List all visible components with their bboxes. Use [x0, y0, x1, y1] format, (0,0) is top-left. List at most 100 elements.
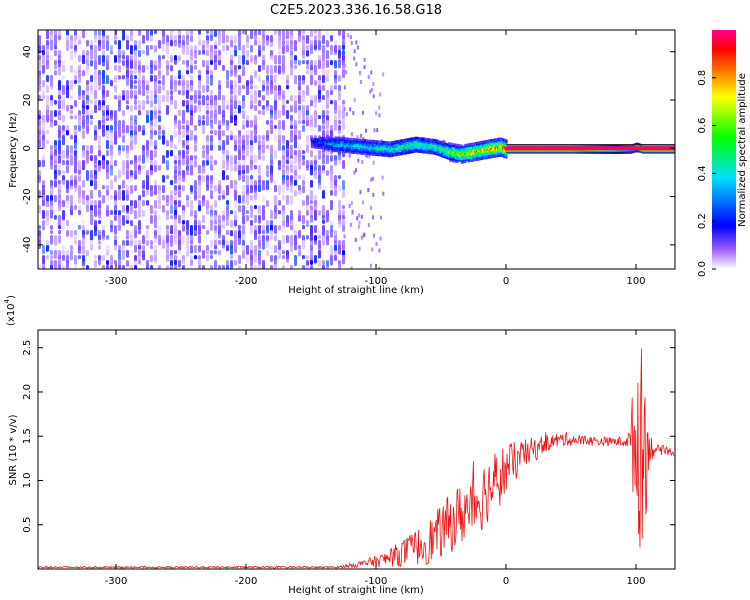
trace-cell: [334, 136, 337, 139]
noise-cell: [102, 265, 105, 269]
noise-cell: [234, 185, 237, 192]
noise-cell: [38, 85, 41, 92]
noise-cell: [182, 155, 185, 166]
noise-cell: [306, 195, 309, 206]
noise-cell: [250, 185, 253, 194]
noise-cell: [362, 110, 364, 115]
noise-cell: [262, 60, 265, 67]
noise-cell: [66, 220, 69, 227]
noise-cell: [218, 195, 221, 201]
noise-cell: [330, 230, 333, 238]
noise-cell: [310, 115, 313, 122]
noise-cell: [110, 80, 113, 87]
trace-cell: [403, 142, 406, 145]
noise-cell: [138, 170, 141, 175]
noise-cell: [54, 235, 57, 246]
noise-cell: [334, 60, 337, 69]
noise-cell: [170, 195, 173, 206]
noise-cell: [146, 30, 149, 41]
noise-cell: [138, 70, 141, 77]
noise-cell: [282, 40, 285, 46]
noise-cell: [226, 260, 229, 266]
noise-cell: [368, 154, 371, 159]
noise-cell: [326, 100, 329, 106]
noise-cell: [314, 255, 317, 264]
trace-cell: [465, 159, 468, 162]
y-tick-label: 20: [22, 94, 33, 107]
noise-cell: [242, 170, 245, 175]
noise-cell: [66, 165, 69, 174]
noise-cell: [266, 80, 269, 85]
trace-cell: [385, 151, 389, 154]
noise-cell: [122, 55, 125, 60]
noise-cell: [338, 175, 341, 180]
noise-cell: [242, 110, 245, 120]
noise-cell: [130, 45, 133, 55]
noise-cell: [54, 195, 57, 203]
trace-cell: [334, 139, 337, 142]
noise-cell: [54, 110, 57, 117]
noise-cell: [242, 250, 245, 259]
noise-cell: [78, 125, 81, 132]
noise-cell: [146, 170, 149, 176]
noise-cell: [94, 70, 97, 76]
noise-cell: [262, 110, 265, 116]
noise-cell: [262, 65, 265, 71]
noise-cell: [118, 245, 121, 252]
trace-cell: [505, 139, 508, 142]
noise-cell: [314, 45, 317, 51]
noise-cell: [174, 60, 177, 66]
noise-cell: [138, 125, 141, 132]
noise-cell: [42, 60, 45, 67]
noise-cell: [254, 265, 257, 269]
y-tick-label: 0: [22, 145, 33, 151]
noise-cell: [302, 90, 305, 96]
noise-cell: [360, 214, 363, 219]
noise-cell: [372, 215, 375, 220]
noise-cell: [290, 265, 293, 269]
noise-cell: [218, 250, 221, 256]
noise-cell: [234, 155, 237, 165]
trace-cell: [451, 151, 454, 154]
noise-cell: [270, 210, 273, 219]
trace-cell: [506, 151, 509, 154]
noise-cell: [146, 115, 149, 124]
noise-cell: [118, 75, 121, 80]
noise-cell: [326, 105, 329, 109]
noise-cell: [370, 70, 373, 75]
noise-cell: [369, 89, 372, 94]
noise-cell: [258, 185, 261, 193]
noise-cell: [342, 225, 345, 233]
noise-cell: [302, 80, 305, 85]
noise-cell: [230, 260, 233, 269]
trace-cell: [447, 149, 451, 152]
noise-cell: [150, 205, 153, 215]
noise-cell: [230, 255, 233, 260]
noise-cell: [162, 30, 165, 37]
noise-cell: [262, 235, 265, 241]
noise-cell: [330, 45, 333, 52]
noise-cell: [178, 80, 181, 86]
noise-cell: [90, 230, 93, 241]
trace-cell: [396, 145, 399, 148]
noise-cell: [306, 45, 309, 50]
noise-cell: [170, 140, 173, 149]
noise-cell: [242, 30, 245, 35]
noise-cell: [162, 240, 165, 249]
trace-cell: [447, 155, 451, 158]
noise-cell: [134, 130, 137, 136]
noise-cell: [202, 200, 205, 207]
noise-cell: [146, 200, 149, 206]
x-tick-label: -300: [105, 276, 128, 287]
noise-cell: [98, 210, 101, 219]
noise-cell: [158, 85, 161, 94]
noise-cell: [50, 200, 53, 207]
noise-cell: [162, 95, 165, 103]
noise-cell: [122, 205, 125, 213]
noise-cell: [142, 210, 145, 217]
noise-cell: [378, 105, 381, 110]
noise-cell: [246, 55, 249, 61]
trace-cell: [406, 145, 410, 148]
trace-cell: [472, 159, 475, 162]
noise-cell: [338, 155, 341, 165]
